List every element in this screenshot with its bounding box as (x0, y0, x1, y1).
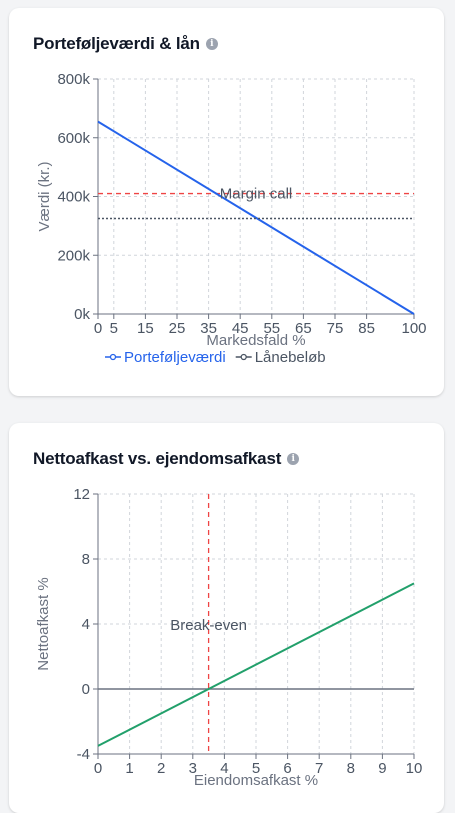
net-return-chart-card: Nettoafkast vs. ejendomsafkast i (9, 423, 444, 813)
net-return-chart-title-text: Nettoafkast vs. ejendomsafkast (33, 449, 282, 468)
info-icon[interactable]: i (205, 38, 218, 50)
portfolio-chart-card: Porteføljeværdi & lån i (9, 8, 444, 396)
info-icon[interactable]: i (287, 453, 300, 465)
portfolio-chart-title-text: Porteføljeværdi & lån (33, 34, 200, 53)
portfolio-chart-title: Porteføljeværdi & lån i (33, 34, 218, 54)
net-return-chart-title: Nettoafkast vs. ejendomsafkast i (33, 449, 300, 469)
